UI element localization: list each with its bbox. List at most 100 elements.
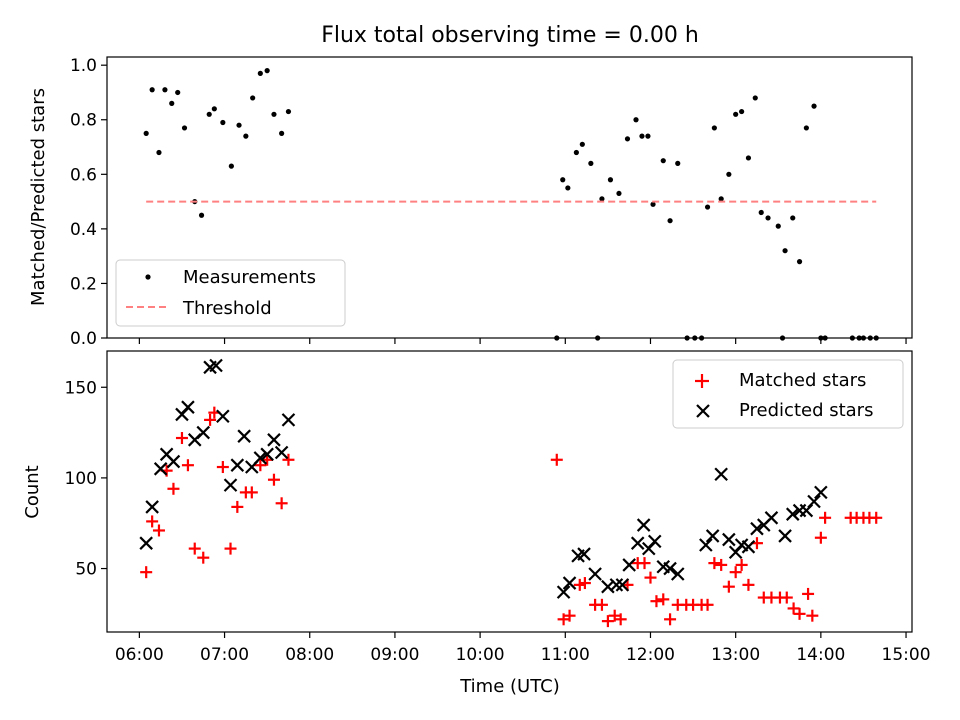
predicted-star-point	[145, 500, 159, 514]
bottom-panel: 50 100 150 06:00 07:00 08:00 09:00 10:00 11:00 1…	[22, 350, 931, 665]
matched-star-point	[550, 453, 563, 466]
x-tick-label: 15:00	[882, 645, 931, 665]
predicted-star-point	[785, 507, 800, 521]
measurement-point	[175, 89, 181, 96]
measurement-point	[206, 111, 212, 117]
x-tick-label: 08:00	[285, 645, 334, 665]
predicted-star-point	[577, 547, 591, 561]
measurement-point	[758, 209, 764, 216]
matched-star-point	[614, 613, 627, 626]
matched-star-point	[708, 557, 721, 570]
matched-star-point	[664, 613, 677, 626]
measurement-point	[704, 204, 711, 210]
top-panel: 0.0 0.2 0.4 0.6 0.8 1.0 Matched/Predicted sta…	[28, 56, 913, 349]
predicted-star-point	[253, 451, 268, 465]
measurement-point	[588, 160, 594, 166]
matched-star-point	[814, 531, 827, 544]
x-tick-label: 13:00	[711, 645, 760, 665]
measurement-point	[726, 171, 732, 177]
matched-star-point	[275, 497, 288, 510]
measurement-point	[220, 119, 226, 126]
predicted-star-point	[562, 576, 577, 590]
predicted-star-point	[153, 462, 168, 476]
x-tick-label: 11:00	[541, 645, 590, 665]
matched-star-point	[175, 432, 188, 445]
legend-label-matched-stars: Matched stars	[739, 370, 866, 391]
legend-marker-measurements	[145, 274, 151, 280]
legend-marker-predicted-stars	[696, 404, 710, 418]
measurement-point	[790, 215, 796, 221]
measurement-point	[711, 125, 717, 131]
x-tick-label: 09:00	[370, 645, 419, 665]
matched-star-point	[204, 413, 217, 426]
measurement-point	[645, 133, 651, 139]
matched-star-point	[729, 566, 742, 579]
matched-star-point	[806, 609, 819, 622]
x-tick-label: 14:00	[796, 645, 845, 665]
measurement-point	[236, 122, 242, 128]
measurement-point	[745, 155, 752, 161]
predicted-star-point	[556, 585, 571, 599]
matched-star-point	[181, 459, 194, 472]
predicted-star-point	[622, 558, 636, 572]
matched-star-point	[578, 577, 591, 590]
measurement-point	[660, 158, 666, 164]
matched-star-point	[601, 615, 614, 628]
matched-star-point	[595, 598, 608, 611]
predicted-star-point	[216, 409, 230, 424]
predicted-star-point	[722, 532, 736, 547]
predicted-star-point	[630, 536, 645, 550]
predicted-star-point	[166, 454, 181, 469]
measurement-point	[560, 177, 566, 183]
predicted-star-point	[223, 478, 238, 492]
matched-star-point	[188, 542, 201, 555]
top-y-axis-label: Matched/Predicted stars	[28, 88, 49, 306]
measurement-point	[650, 201, 656, 207]
predicted-star-point	[181, 400, 195, 414]
bottom-axes-frame	[106, 350, 913, 633]
predicted-star-point	[647, 534, 662, 549]
matched-star-point	[787, 602, 800, 615]
measurement-point	[162, 87, 168, 93]
matched-star-point	[563, 609, 576, 622]
y-tick-label: 1.0	[70, 56, 97, 76]
measurement-point	[279, 130, 285, 136]
chart-title: Flux total observing time = 0.00 h	[321, 23, 699, 48]
measurement-point	[739, 108, 745, 115]
matched-star-point	[245, 486, 258, 499]
matched-star-point	[793, 607, 806, 620]
predicted-star-point	[274, 445, 289, 460]
y-tick-label: 150	[65, 378, 97, 398]
matched-star-point	[167, 482, 180, 495]
matched-star-point	[735, 558, 748, 571]
measurement-point	[285, 108, 292, 115]
measurement-point	[156, 149, 162, 156]
matched-star-point	[802, 587, 815, 600]
legend-label-measurements: Measurements	[183, 267, 316, 288]
matched-star-point	[231, 500, 244, 513]
x-tick-label: 12:00	[626, 645, 675, 665]
matched-star-point	[140, 566, 153, 579]
legend-label-predicted-stars: Predicted stars	[739, 400, 873, 421]
top-axes-frame	[106, 56, 913, 339]
matched-star-point	[216, 461, 229, 474]
measurement-point	[599, 196, 605, 202]
matched-star-point	[780, 591, 793, 604]
measurement-point	[169, 100, 175, 106]
measurement-point	[633, 117, 639, 123]
predicted-star-point	[807, 494, 821, 509]
legend-label-threshold: Threshold	[182, 298, 272, 319]
predicted-star-point	[260, 447, 274, 462]
predicted-star-point	[267, 433, 281, 447]
measurement-point	[181, 125, 188, 131]
matched-star-point	[152, 524, 165, 537]
predicted-star-point	[814, 485, 828, 500]
matched-star-point	[638, 557, 651, 570]
matched-star-point	[715, 558, 728, 571]
measurement-point	[667, 218, 673, 224]
measurement-point	[228, 163, 234, 169]
measurement-point	[565, 185, 571, 191]
measurement-point	[579, 141, 585, 147]
measurement-point	[796, 259, 803, 265]
measurement-point	[271, 111, 277, 117]
